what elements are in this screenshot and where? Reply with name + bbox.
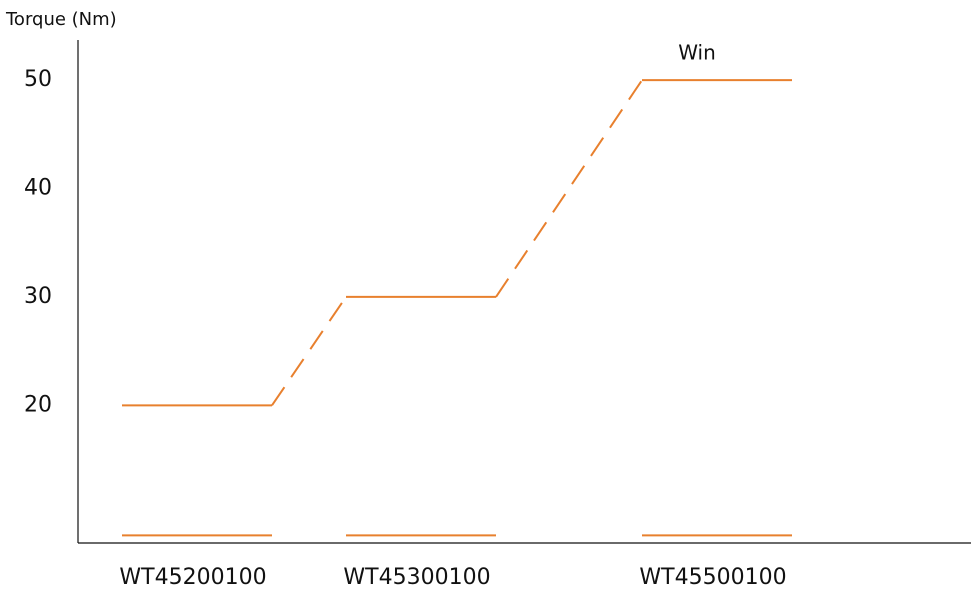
x-tick-label: WT45500100 xyxy=(639,565,786,590)
x-tick-label: WT45300100 xyxy=(343,565,490,590)
y-tick-label: 20 xyxy=(24,392,52,417)
annotation: Win xyxy=(678,41,716,65)
x-tick-label: WT45200100 xyxy=(119,565,266,590)
y-tick-label: 40 xyxy=(24,176,52,201)
connector xyxy=(271,296,347,406)
y-tick-label: 50 xyxy=(24,67,52,92)
y-axis-label: Torque (Nm) xyxy=(5,9,117,30)
connector xyxy=(495,79,643,298)
y-tick-label: 30 xyxy=(24,284,52,309)
